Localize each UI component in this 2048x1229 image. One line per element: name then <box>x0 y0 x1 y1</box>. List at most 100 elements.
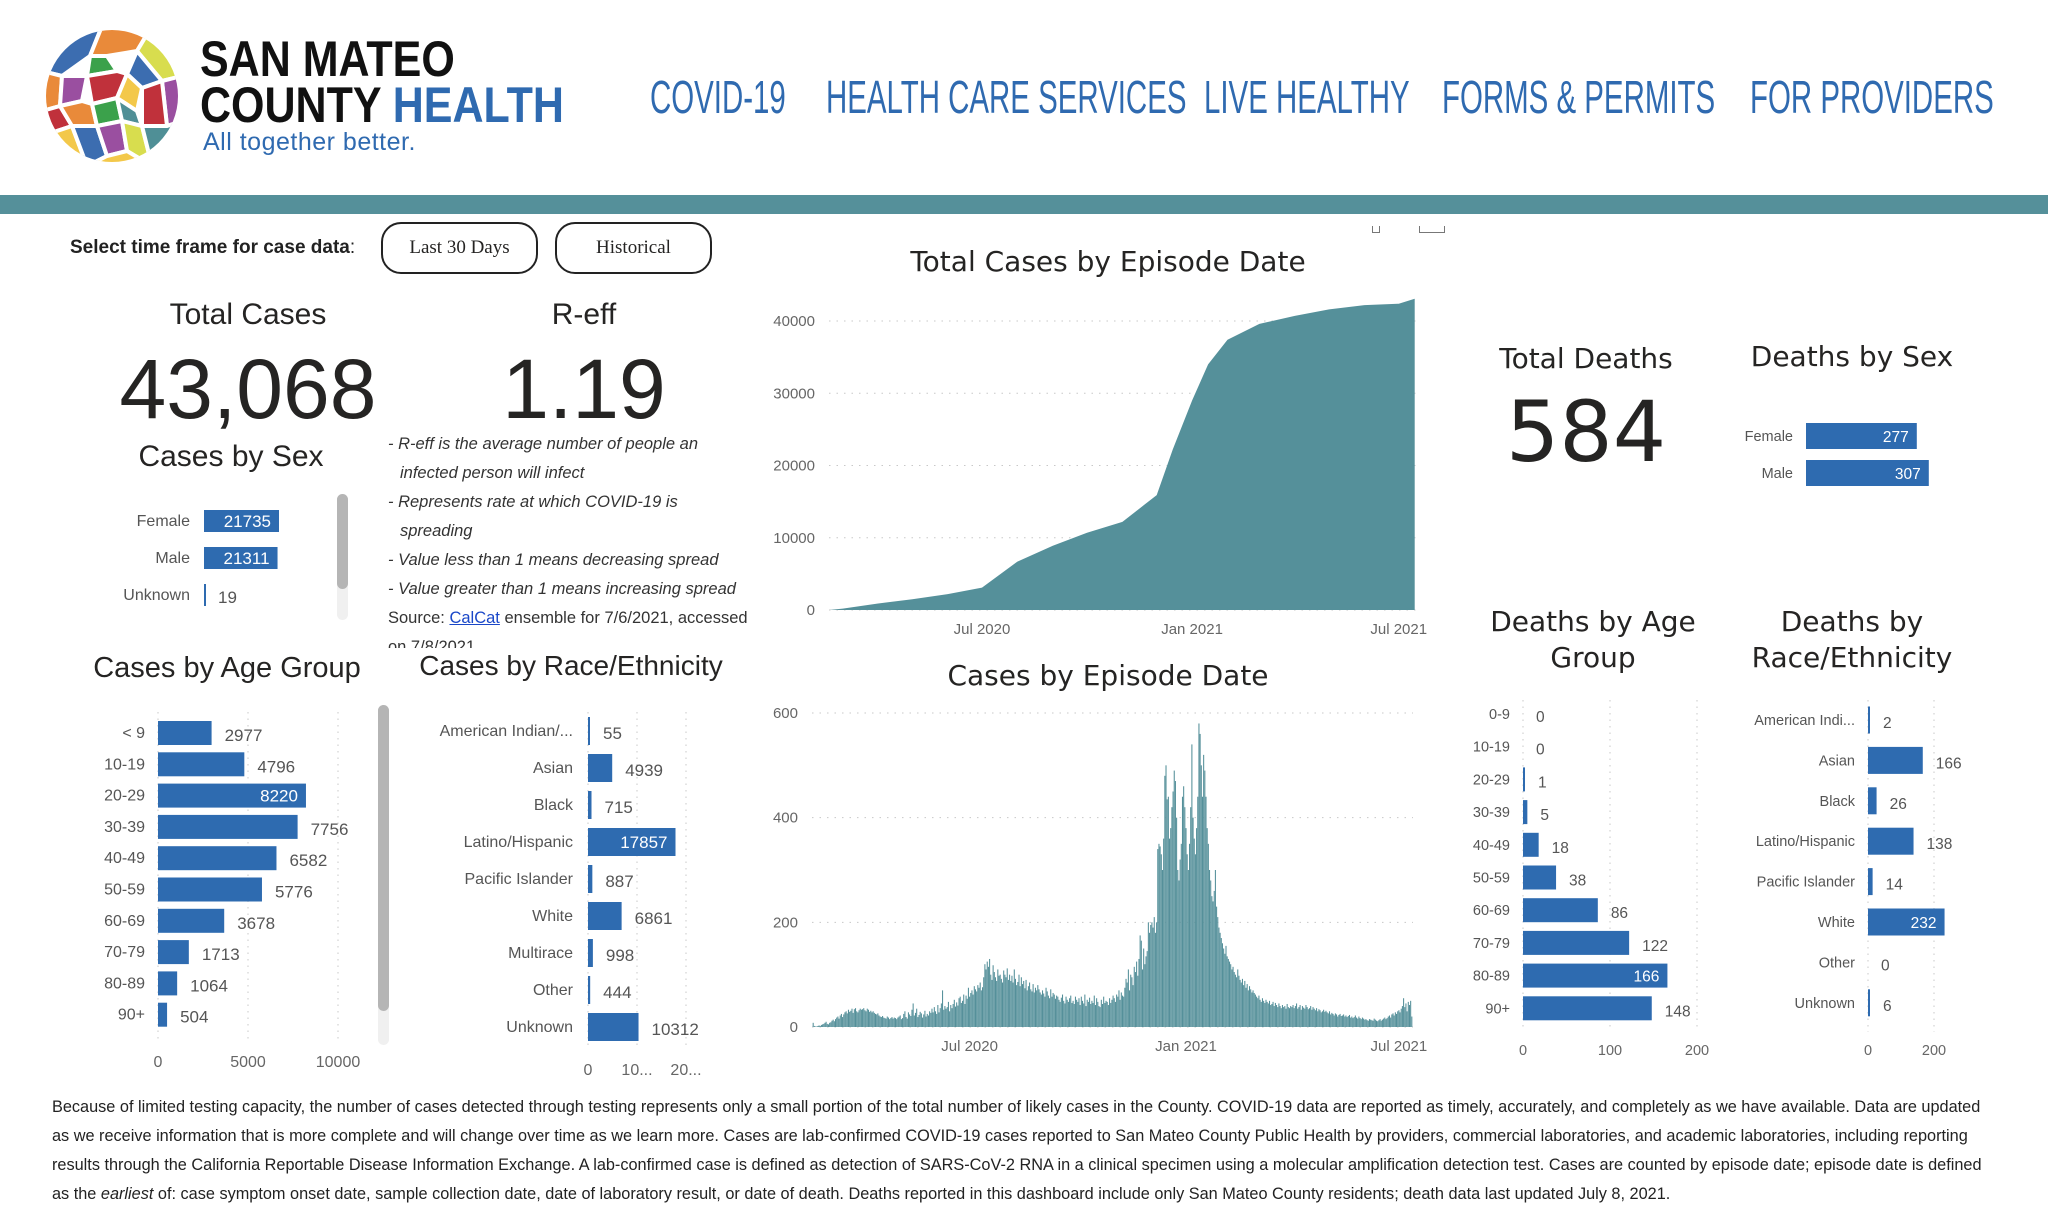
daily-bar[interactable] <box>1204 770 1206 1027</box>
daily-bar[interactable] <box>1160 854 1162 1027</box>
daily-bar[interactable] <box>1158 843 1160 1027</box>
daily-bar[interactable] <box>1029 982 1031 1027</box>
daily-bar[interactable] <box>823 1023 825 1027</box>
daily-bar[interactable] <box>1039 992 1041 1027</box>
daily-bar[interactable] <box>1124 987 1126 1027</box>
daily-bar[interactable] <box>1263 1000 1265 1027</box>
daily-bar[interactable] <box>1304 1008 1306 1027</box>
bar[interactable] <box>1868 746 1923 774</box>
cumulative-area[interactable] <box>830 298 1415 610</box>
daily-bar[interactable] <box>1259 999 1261 1027</box>
daily-bar[interactable] <box>1141 969 1144 1027</box>
daily-bar[interactable] <box>1385 1019 1387 1027</box>
daily-bar[interactable] <box>907 1012 909 1027</box>
daily-bar[interactable] <box>1251 992 1253 1027</box>
daily-bar[interactable] <box>1154 932 1156 1027</box>
daily-bar[interactable] <box>813 1025 815 1027</box>
daily-bar[interactable] <box>1407 1001 1409 1027</box>
daily-bar[interactable] <box>1052 992 1054 1027</box>
daily-bar[interactable] <box>1209 870 1211 1027</box>
daily-bar[interactable] <box>832 1019 834 1027</box>
daily-bar[interactable] <box>1012 982 1014 1027</box>
daily-bar[interactable] <box>1271 1003 1273 1027</box>
daily-bar[interactable] <box>870 1010 872 1027</box>
daily-bar[interactable] <box>926 1013 928 1027</box>
daily-bar[interactable] <box>849 1011 851 1027</box>
daily-bar[interactable] <box>1370 1019 1372 1027</box>
daily-bar[interactable] <box>1002 982 1004 1027</box>
daily-bar[interactable] <box>1340 1016 1342 1027</box>
daily-bar[interactable] <box>833 1021 835 1027</box>
daily-bar[interactable] <box>1074 996 1076 1027</box>
daily-bar[interactable] <box>878 1015 880 1027</box>
daily-bar[interactable] <box>1363 1018 1365 1027</box>
daily-bar[interactable] <box>1254 994 1256 1027</box>
bar[interactable] <box>1523 898 1598 923</box>
bar[interactable] <box>1868 908 1945 936</box>
nav-for-providers[interactable]: FOR PROVIDERS <box>1750 71 1994 123</box>
daily-bar[interactable] <box>1266 1001 1268 1027</box>
daily-bar[interactable] <box>931 1008 933 1027</box>
daily-bar[interactable] <box>1003 970 1005 1027</box>
bar[interactable] <box>158 1002 168 1027</box>
daily-bar[interactable] <box>1186 854 1188 1027</box>
daily-bar[interactable] <box>1281 1005 1283 1027</box>
daily-bar[interactable] <box>1100 999 1102 1027</box>
daily-bar[interactable] <box>1156 922 1158 1027</box>
daily-bar[interactable] <box>1373 1018 1375 1027</box>
daily-bar[interactable] <box>1328 1011 1331 1027</box>
daily-bar[interactable] <box>1246 984 1248 1027</box>
daily-bar[interactable] <box>887 1017 889 1027</box>
bar[interactable] <box>158 752 245 777</box>
daily-bar[interactable] <box>820 1024 822 1027</box>
daily-bar[interactable] <box>940 1003 942 1027</box>
daily-bar[interactable] <box>1300 1009 1302 1027</box>
bar[interactable] <box>158 846 277 871</box>
daily-bar[interactable] <box>1011 975 1013 1027</box>
daily-bar[interactable] <box>1132 985 1134 1027</box>
daily-bar[interactable] <box>1401 1006 1403 1027</box>
daily-bar[interactable] <box>979 982 981 1027</box>
daily-bar[interactable] <box>1333 1015 1335 1027</box>
daily-bar[interactable] <box>1159 846 1161 1027</box>
daily-bar[interactable] <box>1248 986 1251 1027</box>
daily-bar[interactable] <box>1393 1015 1395 1027</box>
daily-bar[interactable] <box>1331 1012 1333 1027</box>
daily-bar[interactable] <box>845 1011 847 1027</box>
bar[interactable] <box>158 877 262 902</box>
bar[interactable] <box>1523 800 1528 825</box>
daily-bar[interactable] <box>1092 1002 1094 1027</box>
daily-bar[interactable] <box>1361 1017 1363 1027</box>
daily-bar[interactable] <box>1027 986 1029 1027</box>
daily-bar[interactable] <box>1178 880 1180 1027</box>
daily-bar[interactable] <box>876 1014 878 1027</box>
daily-bar[interactable] <box>936 1013 938 1027</box>
daily-bar[interactable] <box>1134 972 1136 1027</box>
bar[interactable] <box>204 547 278 569</box>
daily-bar[interactable] <box>867 1009 869 1027</box>
daily-bar[interactable] <box>1278 1003 1280 1027</box>
daily-bar[interactable] <box>1193 838 1195 1027</box>
daily-bar[interactable] <box>1371 1020 1373 1027</box>
daily-bar[interactable] <box>923 1014 925 1027</box>
daily-bar[interactable] <box>1030 989 1032 1027</box>
daily-bar[interactable] <box>842 1017 844 1027</box>
daily-bar[interactable] <box>843 1014 845 1027</box>
daily-bar[interactable] <box>1071 1002 1073 1027</box>
daily-bar[interactable] <box>1287 1007 1289 1027</box>
daily-bar[interactable] <box>1079 1005 1081 1027</box>
daily-bar[interactable] <box>1157 849 1159 1027</box>
daily-bar[interactable] <box>917 1017 919 1027</box>
daily-bar[interactable] <box>1296 1003 1298 1027</box>
daily-bar[interactable] <box>1376 1020 1378 1027</box>
last-30-days-button[interactable]: Last 30 Days <box>381 222 538 274</box>
daily-bar[interactable] <box>1346 1017 1348 1027</box>
daily-bar[interactable] <box>1253 992 1255 1027</box>
daily-bar[interactable] <box>1187 870 1189 1027</box>
daily-bar[interactable] <box>1380 1020 1382 1027</box>
daily-bar[interactable] <box>1323 1009 1325 1027</box>
daily-bar[interactable] <box>939 1008 941 1027</box>
daily-bar[interactable] <box>1364 1019 1366 1027</box>
daily-bar[interactable] <box>1359 1018 1361 1027</box>
daily-bar[interactable] <box>1057 996 1059 1027</box>
